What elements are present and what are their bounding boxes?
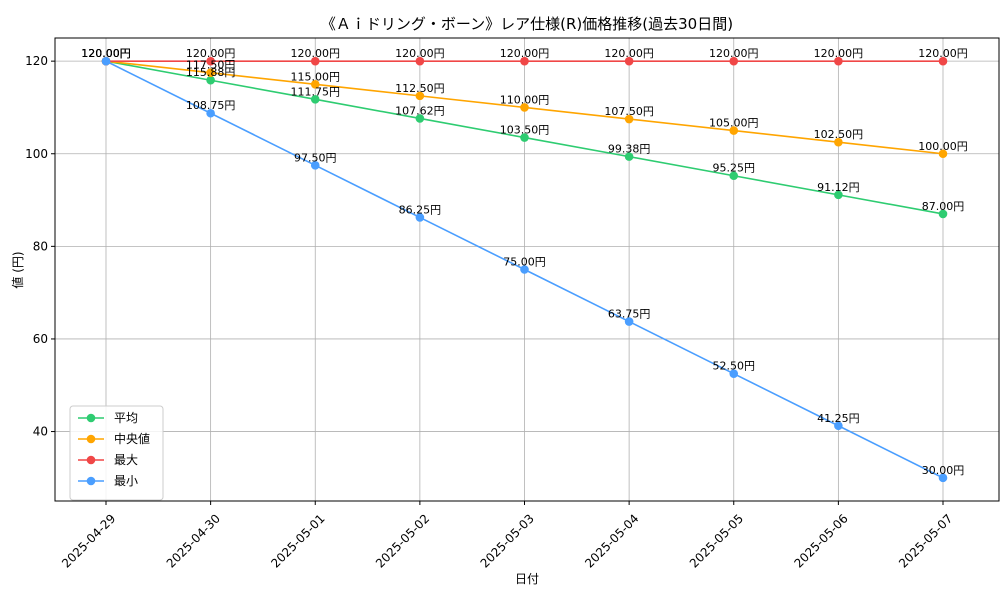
data-label: 52.50円 (713, 360, 756, 373)
data-point (834, 421, 843, 431)
data-point (520, 56, 529, 66)
data-point (310, 80, 320, 89)
data-point (624, 152, 634, 161)
data-label: 107.50円 (604, 105, 654, 118)
data-label: 99.38円 (608, 143, 651, 156)
data-label: 105.00円 (709, 117, 759, 130)
legend-entry: 最大 (114, 453, 138, 467)
data-label: 117.50円 (186, 59, 236, 72)
data-point (729, 56, 739, 66)
data-point (938, 56, 948, 66)
data-label: 120.00円 (81, 47, 131, 60)
data-label: 97.50円 (294, 151, 337, 164)
data-point (206, 75, 215, 85)
legend-entry: 最小 (114, 474, 138, 488)
data-point (834, 137, 843, 147)
data-label: 95.25円 (713, 162, 756, 175)
data-point (206, 108, 215, 118)
data-label: 120.00円 (814, 47, 864, 60)
data-label: 91.12円 (817, 181, 860, 194)
data-label: 120.00円 (604, 47, 654, 60)
data-label: 102.50円 (814, 128, 864, 141)
data-point (624, 56, 634, 66)
legend-marker (86, 434, 96, 444)
data-label: 63.75円 (608, 308, 651, 321)
plot-area-frame (54, 37, 1000, 502)
data-point (520, 265, 529, 274)
data-point (415, 114, 425, 123)
data-label: 111.75円 (291, 85, 341, 98)
chart-title: 《Ａｉドリング・ボーン》レア仕様(R)価格推移(過去30日間) (321, 15, 733, 33)
data-label: 120.00円 (81, 47, 131, 60)
data-point (834, 56, 843, 66)
data-point (310, 56, 320, 66)
data-point (938, 149, 948, 159)
data-point (624, 114, 634, 124)
data-label: 108.75円 (186, 99, 236, 112)
data-point (729, 126, 739, 135)
y-tick-label: 80 (33, 239, 48, 253)
data-label: 115.00円 (291, 70, 341, 83)
data-label: 103.50円 (500, 124, 550, 137)
y-tick-label: 100 (25, 147, 48, 161)
data-label: 120.00円 (81, 47, 131, 60)
data-label: 30.00円 (922, 464, 965, 477)
data-point (310, 161, 320, 170)
data-label: 115.88円 (186, 66, 236, 79)
data-point (101, 56, 111, 66)
data-point (834, 190, 843, 200)
data-label: 120.00円 (395, 47, 445, 60)
data-label: 100.00円 (918, 140, 968, 153)
y-tick-label: 120 (25, 54, 48, 68)
data-point (415, 56, 425, 66)
data-labels: 120.00円 115.88円 111.75円 107.62円 103.50円 99.38… (81, 47, 968, 477)
data-label: 120.00円 (500, 47, 550, 60)
data-label: 120.00円 (81, 47, 131, 60)
data-point (729, 171, 739, 181)
data-label: 120.00円 (918, 47, 968, 60)
data-point (938, 209, 948, 219)
data-label: 120.00円 (186, 47, 236, 60)
data-label: 86.25円 (399, 203, 442, 216)
x-axis-label: 日付 (515, 572, 539, 586)
legend-entry: 中央値 (114, 431, 150, 446)
legend-marker (86, 455, 96, 465)
data-point (624, 317, 634, 326)
series-lines (101, 56, 948, 483)
legend-marker (86, 476, 96, 486)
data-point (415, 213, 425, 222)
data-point (415, 91, 425, 101)
data-point (938, 473, 948, 483)
data-point (206, 56, 215, 66)
data-label: 87.00円 (922, 200, 965, 213)
legend-marker (86, 413, 96, 423)
data-point (729, 369, 739, 378)
legend-entry: 平均 (114, 411, 138, 425)
data-label: 112.50円 (395, 82, 445, 95)
data-label: 75.00円 (503, 256, 546, 269)
data-label: 120.00円 (291, 47, 341, 60)
legend-box (69, 405, 164, 501)
y-axis-label: 値 (円) (10, 251, 25, 288)
data-point (520, 103, 529, 112)
data-point (520, 133, 529, 142)
data-label: 107.62円 (395, 104, 445, 117)
y-tick-label: 60 (33, 332, 48, 346)
data-label: 110.00円 (500, 93, 550, 106)
data-label: 41.25円 (817, 412, 860, 425)
data-point (310, 95, 320, 104)
y-tick-label: 40 (33, 425, 48, 439)
data-point (206, 68, 215, 78)
data-label: 120.00円 (709, 47, 759, 60)
